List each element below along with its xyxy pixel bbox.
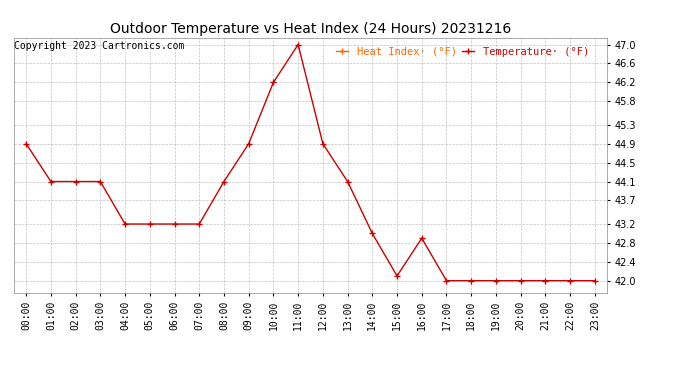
Title: Outdoor Temperature vs Heat Index (24 Hours) 20231216: Outdoor Temperature vs Heat Index (24 Ho… bbox=[110, 22, 511, 36]
Text: Copyright 2023 Cartronics.com: Copyright 2023 Cartronics.com bbox=[14, 41, 185, 51]
Legend: Heat Index· (°F), Temperature· (°F): Heat Index· (°F), Temperature· (°F) bbox=[332, 43, 593, 61]
